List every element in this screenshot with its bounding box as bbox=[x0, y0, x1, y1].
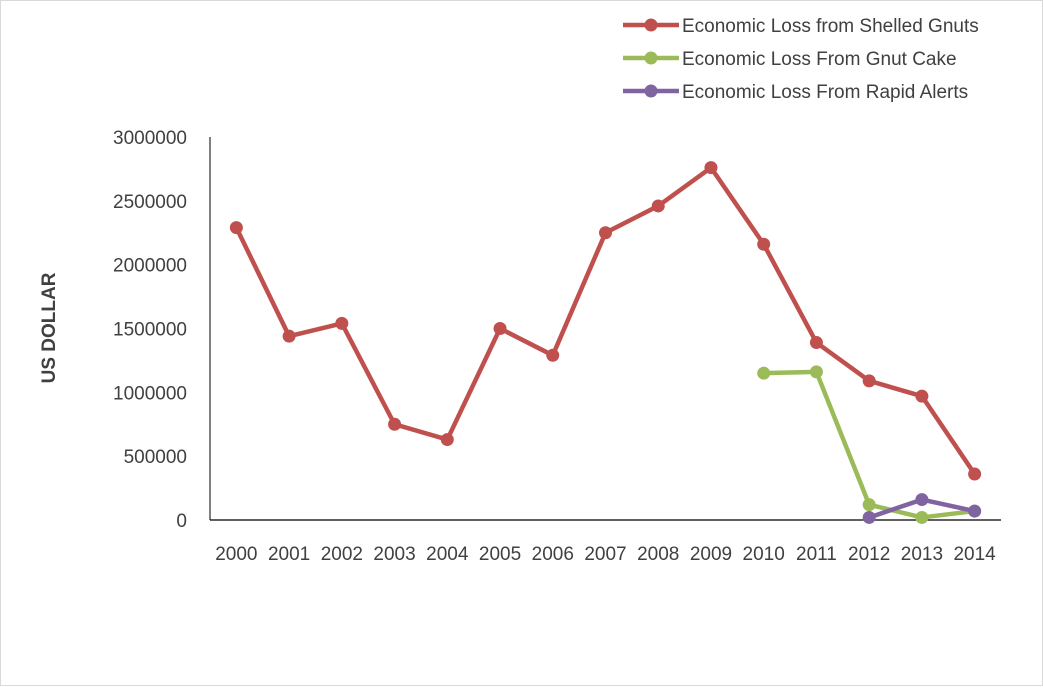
data-point bbox=[968, 504, 982, 518]
data-point bbox=[915, 510, 929, 524]
data-point bbox=[599, 226, 612, 240]
data-point bbox=[546, 348, 560, 362]
data-point bbox=[704, 161, 718, 175]
series-line bbox=[761, 369, 977, 520]
legend-marker bbox=[644, 84, 658, 98]
data-point bbox=[968, 467, 982, 481]
legend-marker bbox=[644, 51, 658, 65]
x-tick-label: 2007 bbox=[584, 544, 626, 565]
series-group bbox=[757, 365, 982, 524]
legend-label: Economic Loss from Shelled Gnuts bbox=[682, 16, 979, 37]
data-point bbox=[809, 336, 823, 350]
data-point bbox=[229, 221, 243, 235]
data-point bbox=[915, 493, 929, 507]
data-point bbox=[809, 365, 823, 379]
data-point bbox=[440, 433, 454, 447]
data-point bbox=[651, 199, 665, 213]
y-tick-label: 2500000 bbox=[113, 192, 187, 213]
data-point bbox=[915, 389, 929, 403]
x-tick-label: 2006 bbox=[532, 544, 574, 565]
legend-label: Economic Loss From Rapid Alerts bbox=[682, 82, 968, 103]
data-point bbox=[757, 237, 771, 251]
x-tick-label: 2008 bbox=[637, 544, 679, 565]
y-tick-label: 3000000 bbox=[113, 128, 187, 149]
legend-label: Economic Loss From Gnut Cake bbox=[682, 49, 957, 70]
data-point bbox=[388, 417, 402, 431]
data-point bbox=[757, 366, 771, 380]
y-tick-label: 1500000 bbox=[113, 320, 187, 341]
y-tick-label: 0 bbox=[176, 511, 187, 532]
x-tick-label: 2004 bbox=[426, 544, 469, 565]
x-tick-label: 2003 bbox=[373, 544, 415, 565]
x-tick-label: 2005 bbox=[479, 544, 521, 565]
legend: Economic Loss from Shelled Gnuts Economic… bbox=[623, 16, 979, 103]
plot-area bbox=[229, 161, 982, 524]
data-point bbox=[862, 374, 876, 388]
legend-marker bbox=[644, 18, 658, 32]
data-point bbox=[493, 322, 507, 335]
x-tick-label: 2002 bbox=[321, 544, 363, 565]
y-tick-label: 1000000 bbox=[113, 383, 187, 404]
data-point bbox=[335, 316, 349, 330]
x-tick-label: 2013 bbox=[901, 544, 943, 565]
x-tick-label: 2011 bbox=[796, 544, 837, 565]
x-axis: 2000 2001 2002 2003 2004 2005 2006 2007 2008 2009… bbox=[210, 519, 1001, 565]
series-group bbox=[862, 493, 982, 524]
x-tick-label: 2001 bbox=[268, 544, 310, 565]
x-tick-label: 2012 bbox=[848, 544, 890, 565]
x-tick-label: 2000 bbox=[215, 544, 257, 565]
series-group bbox=[229, 161, 982, 481]
data-point bbox=[862, 510, 876, 524]
x-tick-label: 2010 bbox=[743, 544, 785, 565]
y-tick-label: 2000000 bbox=[113, 256, 187, 277]
x-tick-label: 2014 bbox=[953, 544, 996, 565]
x-tick-label: 2009 bbox=[690, 544, 732, 565]
y-tick-label: 500000 bbox=[124, 447, 187, 468]
data-point bbox=[862, 498, 876, 512]
y-axis-title: US DOLLAR bbox=[39, 272, 60, 383]
y-axis: 0 500000 1000000 1500000 2000000 2500000 30000… bbox=[113, 128, 211, 532]
data-point bbox=[282, 329, 296, 343]
